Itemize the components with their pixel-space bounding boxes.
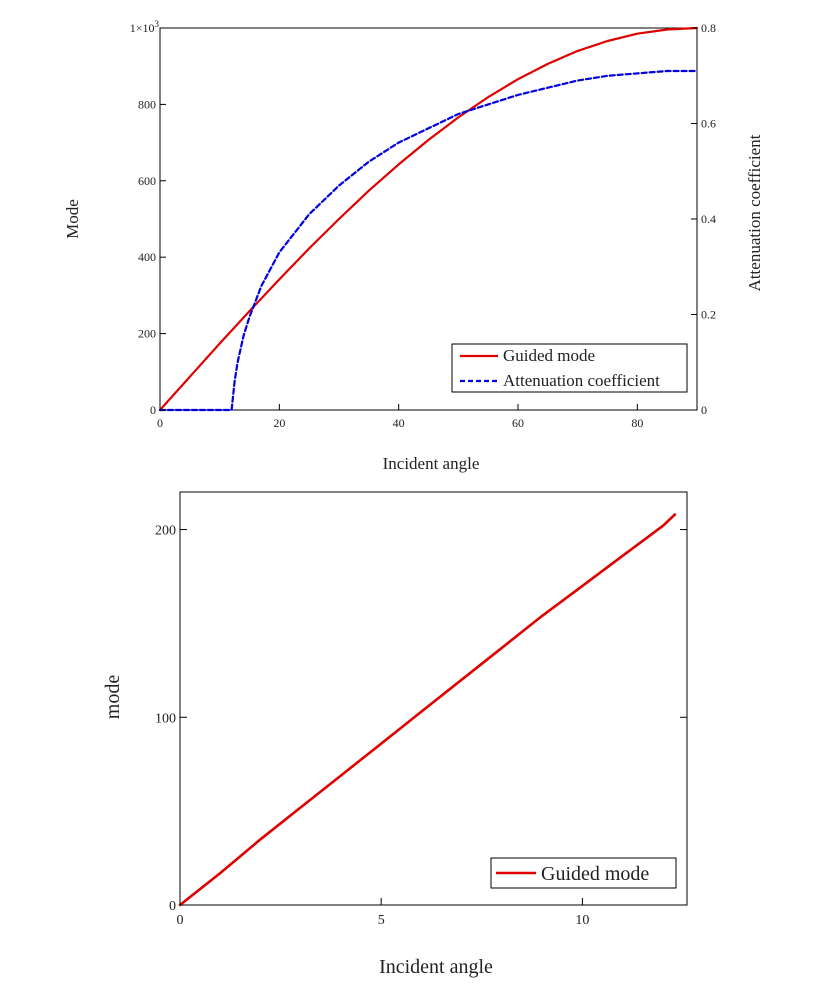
chart-1-y-tick-label: 0	[150, 403, 156, 417]
chart-1-y2-tick-label: 0.2	[701, 308, 716, 322]
chart-1-y-tick-label: 1×103	[130, 19, 160, 35]
chart-1-y2-tick-label: 0.6	[701, 117, 716, 131]
chart-1-y2-axis-title: Attenuation coefficient	[745, 134, 764, 291]
chart-1-legend-label-guided: Guided mode	[503, 346, 595, 365]
chart-1-y-tick-label: 800	[138, 97, 156, 111]
chart-2-x-tick-label: 5	[378, 913, 385, 928]
chart-1-y2-tick-label: 0.4	[701, 212, 716, 226]
chart-1-legend-label-attenuation: Attenuation coefficient	[503, 371, 660, 390]
chart-1-legend: Guided mode Attenuation coefficient	[451, 343, 688, 393]
chart-2-legend: Guided mode	[490, 857, 677, 889]
chart-1-x-tick-label: 40	[393, 416, 405, 430]
chart-1-y-axis-title: Mode	[63, 199, 82, 239]
chart-1-legend-box	[451, 343, 688, 393]
chart-1-y-tick-label: 200	[138, 327, 156, 341]
chart-2-legend-label-guided: Guided mode	[541, 863, 649, 885]
chart-2-y-axis-title: mode	[102, 675, 124, 720]
chart-1-x-axis-title: Incident angle	[383, 454, 480, 473]
chart-2-x-tick-label: 0	[177, 913, 184, 928]
chart-1-series-attenuation-coefficient-line	[158, 69, 699, 412]
chart-2-x-tick-label: 10	[575, 913, 589, 928]
chart-1-y2-tick-label: 0.8	[701, 21, 716, 35]
chart-1-y-tick-label: 400	[138, 250, 156, 264]
chart-2-series-guided-mode-line	[178, 513, 677, 907]
chart-2-plot-frame	[179, 491, 688, 906]
chart-1-y2-tick-label: 0	[701, 403, 707, 417]
chart-1-x-tick-label: 80	[631, 416, 643, 430]
chart-1-series-guided-mode-line	[158, 26, 699, 412]
chart-1-marks	[158, 26, 699, 412]
chart-1-y-tick-label: 600	[138, 174, 156, 188]
chart-2-y-tick-label: 200	[155, 524, 176, 539]
chart-2-marks	[178, 513, 677, 907]
chart-2-x-axis-title: Incident angle	[379, 956, 493, 978]
chart-1-x-tick-label: 0	[157, 416, 163, 430]
chart-2-y-tick-label: 100	[155, 711, 176, 726]
chart-2-y-tick-label: 0	[169, 899, 176, 914]
chart-1-x-tick-label: 60	[512, 416, 524, 430]
chart-1-x-tick-label: 20	[273, 416, 285, 430]
chart-1: 0 20 40 60 8002004006008001×10300.20.40.60.8…	[63, 19, 764, 473]
